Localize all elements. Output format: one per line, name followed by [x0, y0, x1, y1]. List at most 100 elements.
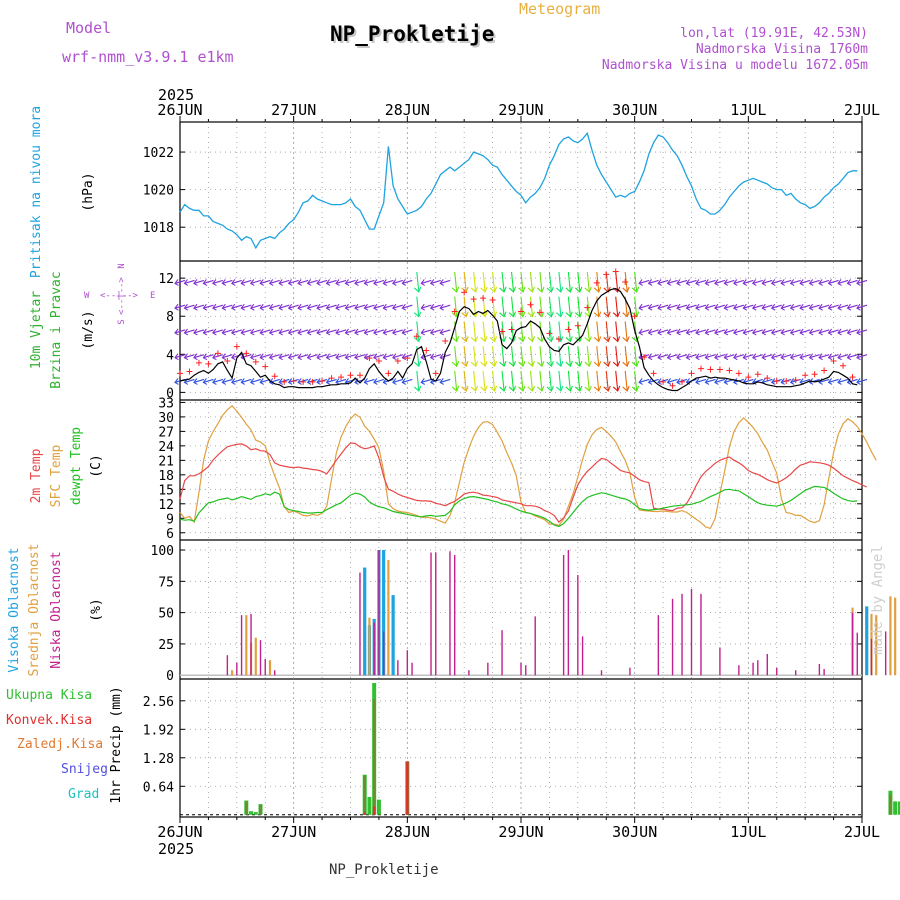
pressure-ylabel: Pritisak na nivou mora: [29, 106, 44, 278]
wind-direction-arrow: [837, 378, 849, 383]
wind-arrow-head: [382, 328, 388, 336]
wind-direction-arrow: [676, 329, 688, 334]
wind-direction-arrow: [288, 329, 299, 334]
legend-hail: Grad: [68, 787, 99, 802]
low-cloud-bar: [240, 615, 243, 676]
wind-ytick-label: 8: [166, 310, 174, 325]
wind-arrow-head: [676, 303, 681, 311]
low-cloud-bar: [453, 555, 456, 676]
wind-arrow-head: [231, 279, 236, 286]
wind-arrow-head: [723, 378, 729, 385]
wind-direction-arrow: [733, 354, 745, 359]
wind-arrow-head: [789, 279, 795, 286]
wind-direction-arrow: [856, 329, 868, 334]
wind-gust-marker: [480, 295, 487, 302]
wind-arrow-head: [287, 353, 293, 361]
wind-arrow-head: [202, 279, 208, 286]
wind-legend-vertical-arrow: <--|-->: [117, 276, 127, 315]
low-cloud-bar: [406, 650, 409, 676]
cloud-ytick-label: 50: [158, 607, 174, 622]
wind-arrow-head: [770, 279, 776, 286]
wind-direction-arrow: [714, 329, 726, 334]
wind-gust-marker: [707, 366, 714, 373]
wind-direction-arrow: [724, 354, 735, 359]
wind-arrow-head: [733, 328, 738, 336]
wind-arrow-head: [827, 328, 833, 336]
wind-direction-arrow: [203, 329, 214, 334]
wind-arrow-head: [439, 279, 444, 286]
pressure-unit: (hPa): [81, 172, 96, 211]
top-year-label: 2025: [158, 86, 194, 104]
wind-direction-arrow: [605, 321, 609, 342]
wind-gust-marker: [688, 370, 695, 377]
wind-arrow-head: [461, 361, 469, 368]
low-cloud-bar: [236, 662, 238, 676]
wind-arrow-head: [584, 361, 592, 368]
wind-arrow-head: [306, 353, 312, 361]
wind-direction-arrow: [260, 354, 271, 359]
wind-arrow-head: [695, 378, 700, 385]
wind-arrow-head: [518, 361, 526, 368]
wind-direction-arrow: [473, 370, 477, 392]
wind-arrow-head: [268, 353, 274, 361]
convective-precip-bar: [363, 812, 367, 815]
wind-direction-arrow: [231, 354, 242, 359]
wind-direction-arrow: [193, 279, 205, 284]
wind-arrow-head: [325, 353, 331, 361]
wind-direction-arrow: [440, 329, 451, 334]
temp-ylabel-2: SFC Temp: [49, 445, 64, 508]
wind-arrow-head: [546, 385, 554, 392]
cloud-ytick-label: 25: [158, 638, 174, 653]
wind-direction-arrow: [752, 354, 763, 359]
wind-arrow-head: [676, 353, 681, 361]
wind-direction-arrow: [567, 271, 571, 292]
wind-arrow-head: [278, 378, 283, 385]
wind-direction-arrow: [184, 354, 195, 359]
wind-arrow-head: [657, 279, 662, 286]
wind-arrow-head: [638, 303, 643, 311]
wind-direction-arrow: [212, 304, 224, 309]
wind-arrow-head: [287, 279, 293, 286]
wind-direction-arrow: [539, 296, 543, 317]
wind-direction-arrow: [279, 354, 290, 359]
wind-arrow-head: [856, 328, 861, 336]
wind-direction-arrow: [762, 279, 773, 284]
wind-arrow-head: [593, 336, 602, 343]
wind-arrow-head: [638, 279, 643, 286]
wind-arrow-head: [193, 279, 198, 286]
wind-arrow-head: [335, 279, 340, 286]
wind-gust-marker: [375, 357, 382, 364]
wind-arrow-head: [183, 279, 189, 286]
wind-direction-arrow: [558, 321, 562, 342]
wind-arrow-head: [221, 353, 227, 361]
wind-arrow-head: [382, 378, 388, 385]
wind-direction-arrow: [510, 296, 515, 317]
wind-direction-arrow: [174, 354, 186, 359]
low-cloud-bar: [884, 631, 887, 676]
wind-arrow-head: [799, 353, 804, 361]
wind-arrow-head: [373, 378, 378, 385]
wind-arrow-head: [480, 361, 488, 368]
wind-arrow-head: [297, 279, 302, 286]
total-precip-bar: [249, 811, 254, 815]
wind-direction-arrow: [577, 370, 581, 392]
mid-cloud-bar: [230, 670, 234, 676]
wind-arrow-head: [827, 279, 833, 286]
high-cloud-bar: [363, 567, 367, 676]
wind-arrow-head: [221, 279, 227, 286]
wind-ytick-label: 0: [166, 386, 174, 401]
wind-gust-marker: [622, 278, 629, 285]
wind-arrow-head: [742, 328, 748, 336]
wind-arrow-head: [622, 336, 630, 343]
wind-arrow-head: [565, 385, 573, 392]
cloud-ytick-label: 0: [166, 669, 174, 684]
wind-direction-arrow: [724, 304, 735, 309]
wind-direction-arrow: [231, 329, 242, 334]
wind-arrow-head: [508, 311, 517, 318]
wind-arrow-head: [344, 279, 350, 286]
wind-arrow-head: [401, 328, 407, 336]
wind-arrow-head: [413, 336, 422, 343]
wind-direction-arrow: [203, 378, 214, 383]
wind-direction-arrow: [416, 321, 420, 342]
wind-arrow-head: [259, 353, 265, 361]
